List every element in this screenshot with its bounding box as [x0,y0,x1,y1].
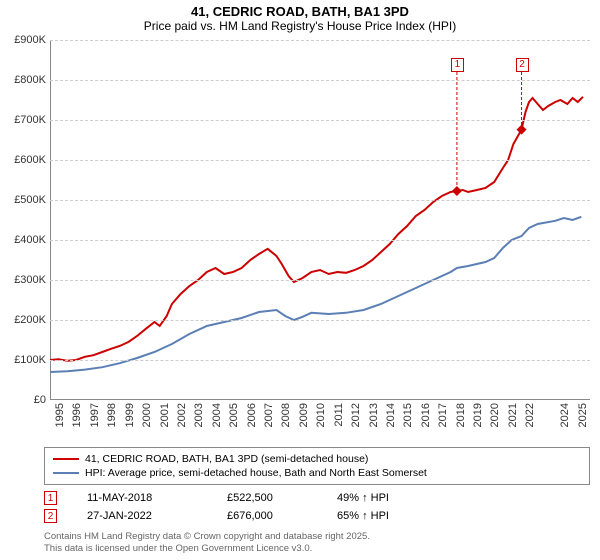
x-axis-tick: 2001 [159,403,171,427]
x-axis-tick: 2007 [263,403,275,427]
event-date: 27-JAN-2022 [87,510,197,522]
y-axis-tick: £700K [0,114,46,126]
chart-svg [50,40,590,400]
x-axis-tick: 2017 [437,403,449,427]
gridline [50,240,590,241]
chart-container: 41, CEDRIC ROAD, BATH, BA1 3PD Price pai… [0,0,600,560]
legend-label-property: 41, CEDRIC ROAD, BATH, BA1 3PD (semi-det… [85,453,368,465]
gridline [50,320,590,321]
legend-row: 41, CEDRIC ROAD, BATH, BA1 3PD (semi-det… [53,452,581,466]
x-axis-tick: 2009 [298,403,310,427]
x-axis-tick: 2025 [577,403,589,427]
gridline [50,280,590,281]
event-pct: 65% ↑ HPI [337,510,389,522]
x-axis-tick: 2024 [559,403,571,427]
annotation-diamond-icon [452,186,462,196]
legend-swatch-property [53,458,79,460]
event-marker-icon: 1 [44,491,57,505]
attribution: Contains HM Land Registry data © Crown c… [44,531,590,556]
series-property [50,97,583,361]
gridline [50,40,590,41]
gridline [50,160,590,161]
x-axis-tick: 2003 [193,403,205,427]
x-axis-tick: 2004 [211,403,223,427]
legend-swatch-hpi [53,472,79,474]
page-title: 41, CEDRIC ROAD, BATH, BA1 3PD [0,4,600,19]
y-axis-tick: £500K [0,194,46,206]
annotation-diamond-icon [517,125,527,135]
title-block: 41, CEDRIC ROAD, BATH, BA1 3PD Price pai… [0,0,600,35]
y-axis-tick: £100K [0,354,46,366]
x-axis-tick: 2002 [176,403,188,427]
y-axis-tick: £0 [0,394,46,406]
x-axis-tick: 2012 [350,403,362,427]
x-axis-tick: 2019 [472,403,484,427]
events-table: 1 11-MAY-2018 £522,500 49% ↑ HPI 2 27-JA… [44,489,590,525]
y-axis-tick: £200K [0,314,46,326]
event-price: £522,500 [227,492,307,504]
x-axis-tick: 2005 [228,403,240,427]
event-marker-icon: 2 [44,509,57,523]
gridline [50,80,590,81]
x-axis-tick: 1997 [89,403,101,427]
event-price: £676,000 [227,510,307,522]
x-axis-tick: 2015 [402,403,414,427]
attribution-line: This data is licensed under the Open Gov… [44,543,590,555]
x-axis-tick: 1995 [54,403,66,427]
x-axis-tick: 1999 [124,403,136,427]
x-axis-tick: 2022 [524,403,536,427]
y-axis-tick: £300K [0,274,46,286]
y-axis-tick: £800K [0,74,46,86]
gridline [50,120,590,121]
attribution-line: Contains HM Land Registry data © Crown c… [44,531,590,543]
event-date: 11-MAY-2018 [87,492,197,504]
event-row: 1 11-MAY-2018 £522,500 49% ↑ HPI [44,489,590,507]
legend: 41, CEDRIC ROAD, BATH, BA1 3PD (semi-det… [44,447,590,485]
y-axis-tick: £900K [0,34,46,46]
page-subtitle: Price paid vs. HM Land Registry's House … [0,19,600,33]
x-axis-tick: 2020 [489,403,501,427]
x-axis-tick: 2013 [368,403,380,427]
x-axis-tick: 1998 [106,403,118,427]
x-axis-tick: 2006 [246,403,258,427]
x-axis-tick: 2021 [507,403,519,427]
event-row: 2 27-JAN-2022 £676,000 65% ↑ HPI [44,507,590,525]
x-axis-tick: 2014 [385,403,397,427]
gridline [50,200,590,201]
gridline [50,360,590,361]
chart-area: £0 £100K £200K £300K £400K £500K £600K £700K £80… [0,35,600,445]
y-axis-tick: £400K [0,234,46,246]
event-pct: 49% ↑ HPI [337,492,389,504]
x-axis-tick: 2010 [315,403,327,427]
legend-label-hpi: HPI: Average price, semi-detached house,… [85,467,427,479]
x-axis-tick: 2011 [333,403,345,427]
legend-row: HPI: Average price, semi-detached house,… [53,466,581,480]
y-axis-tick: £600K [0,154,46,166]
x-axis-tick: 2000 [141,403,153,427]
x-axis-tick: 1996 [71,403,83,427]
x-axis-tick: 2008 [280,403,292,427]
x-axis-tick: 2016 [420,403,432,427]
x-axis-tick: 2018 [455,403,467,427]
annotation-marker: 2 [516,58,529,72]
annotation-marker: 1 [451,58,464,72]
